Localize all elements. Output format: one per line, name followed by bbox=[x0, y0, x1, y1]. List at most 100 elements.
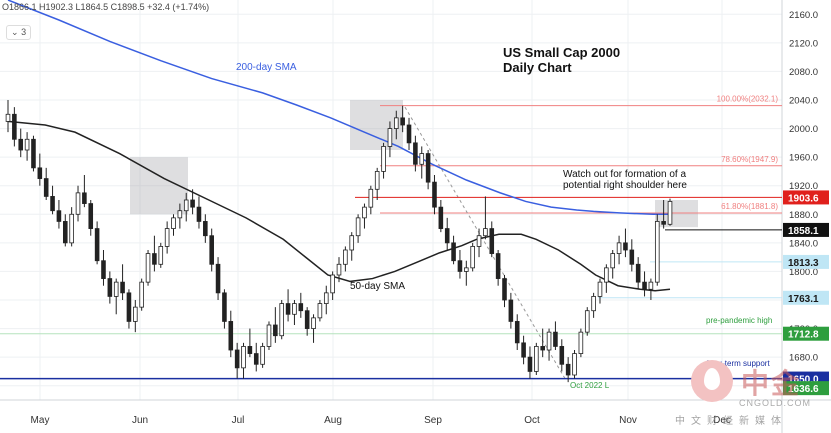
candle-body bbox=[629, 249, 635, 265]
candle-body bbox=[565, 363, 571, 376]
candle bbox=[304, 307, 310, 336]
fib-trend-line bbox=[404, 106, 566, 379]
price-tag-label: 1813.3 bbox=[788, 258, 819, 269]
price-tag-label: 1763.1 bbox=[788, 294, 819, 305]
candle-body bbox=[133, 306, 138, 322]
candle bbox=[37, 153, 43, 186]
candle bbox=[152, 235, 157, 272]
candle bbox=[546, 328, 552, 361]
candle bbox=[126, 289, 132, 329]
candle bbox=[362, 203, 367, 229]
candle bbox=[502, 275, 507, 308]
candle-body bbox=[387, 128, 393, 147]
candle bbox=[12, 107, 17, 147]
candle-body bbox=[635, 263, 641, 283]
candle-body bbox=[215, 263, 221, 294]
candle bbox=[209, 228, 214, 272]
watch-note-line1: Watch out for formation of a bbox=[563, 169, 686, 180]
candle-body bbox=[489, 228, 495, 254]
candle bbox=[317, 300, 323, 322]
candle bbox=[330, 271, 335, 300]
candle bbox=[31, 135, 36, 172]
candle bbox=[616, 235, 622, 265]
candle bbox=[642, 271, 647, 297]
x-tick-label: Oct bbox=[524, 415, 540, 426]
sma200-annotation: 200-day SMA bbox=[236, 62, 297, 73]
candle-body bbox=[31, 138, 36, 169]
y-tick-label: 1800.0 bbox=[789, 267, 818, 278]
candle bbox=[75, 185, 81, 222]
price-tag bbox=[783, 222, 829, 237]
candle-body bbox=[444, 228, 450, 244]
candle-body bbox=[234, 349, 240, 369]
candle-body bbox=[171, 217, 176, 229]
candle-body bbox=[419, 153, 425, 165]
candle-body bbox=[317, 303, 323, 319]
candle bbox=[635, 257, 641, 290]
cngold-watermark: 中金 CNGOLD.COM 中文财经新媒体 bbox=[675, 360, 825, 428]
candle-body bbox=[203, 221, 208, 237]
candle bbox=[94, 221, 100, 265]
candle bbox=[215, 257, 221, 300]
candle bbox=[438, 200, 444, 233]
candle-body bbox=[432, 181, 437, 208]
candle-body bbox=[343, 249, 348, 265]
candle bbox=[190, 189, 195, 215]
candle-body bbox=[241, 346, 246, 369]
chart-subtitle: Daily Chart bbox=[503, 60, 572, 75]
candle bbox=[222, 289, 227, 329]
candle bbox=[406, 117, 412, 150]
candle-body bbox=[253, 353, 259, 365]
candle bbox=[88, 200, 94, 236]
candle bbox=[457, 250, 463, 279]
candle bbox=[145, 250, 151, 286]
candle bbox=[470, 242, 475, 272]
candle-body bbox=[610, 253, 616, 269]
candle-body bbox=[578, 331, 584, 354]
candle bbox=[228, 310, 234, 358]
candle-body bbox=[50, 196, 55, 212]
candle-body bbox=[553, 331, 558, 347]
candle-body bbox=[43, 178, 49, 197]
x-tick-label: Jun bbox=[132, 415, 148, 426]
candle bbox=[62, 214, 68, 247]
cngold-logo-icon bbox=[691, 360, 733, 402]
y-tick-label: 2000.0 bbox=[789, 124, 818, 135]
candle bbox=[336, 257, 342, 283]
candle-body bbox=[5, 113, 11, 122]
candle bbox=[591, 292, 596, 318]
candle-body bbox=[648, 281, 654, 290]
candle-body bbox=[521, 342, 526, 358]
candle bbox=[597, 278, 603, 304]
candle-body bbox=[623, 242, 628, 251]
candle bbox=[158, 242, 164, 268]
candle bbox=[323, 285, 329, 315]
candle-body bbox=[349, 235, 355, 251]
y-tick-label: 2040.0 bbox=[789, 96, 818, 107]
sma50-line bbox=[7, 120, 671, 292]
candle-body bbox=[508, 299, 514, 322]
fib-level-label: 78.60%(1947.9) bbox=[721, 155, 778, 164]
y-tick-label: 1680.0 bbox=[789, 353, 818, 364]
candle-body bbox=[145, 253, 151, 283]
chart-title: US Small Cap 2000 bbox=[503, 45, 620, 60]
price-tag bbox=[783, 381, 829, 396]
candle-body bbox=[126, 292, 132, 322]
price-tag-label: 1858.1 bbox=[788, 226, 819, 237]
candle bbox=[495, 250, 501, 286]
indicator-collapse-toggle[interactable]: ⌄ 3 bbox=[6, 25, 32, 40]
candle bbox=[508, 292, 514, 329]
candle-body bbox=[177, 210, 183, 219]
candle bbox=[107, 271, 113, 304]
ohlc-readout: O1866.1 H1902.3 L1864.5 C1898.5 +32.4 (+… bbox=[2, 2, 210, 12]
candle-body bbox=[438, 206, 444, 229]
candle bbox=[667, 198, 673, 226]
candle-body bbox=[88, 203, 94, 229]
candle bbox=[177, 203, 183, 229]
candle bbox=[349, 232, 355, 261]
candle bbox=[572, 350, 577, 379]
candle bbox=[444, 217, 450, 250]
price-tag-label: 1712.8 bbox=[788, 330, 819, 341]
candle bbox=[413, 135, 418, 172]
